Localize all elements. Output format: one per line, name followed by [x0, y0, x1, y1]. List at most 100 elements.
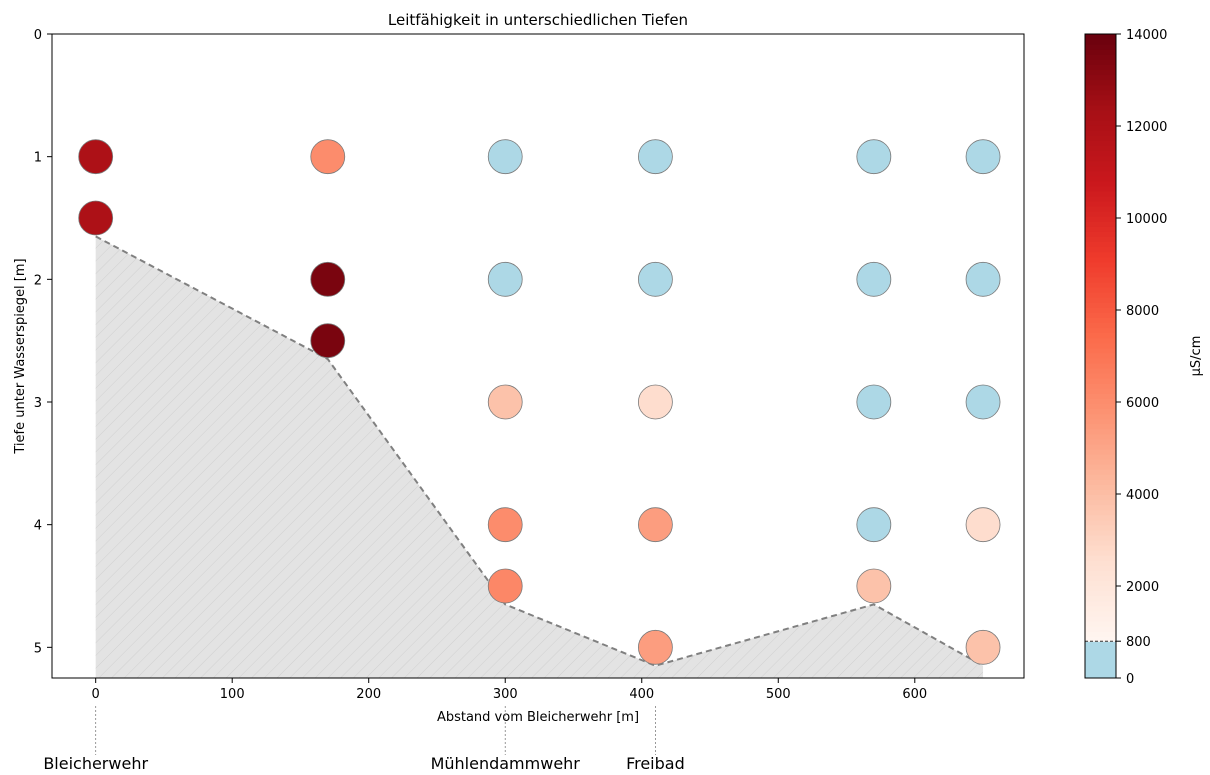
y-tick-label: 5	[34, 641, 42, 656]
colorbar-segment	[1085, 89, 1116, 96]
colorbar-segment	[1085, 287, 1116, 293]
colorbar-segment	[1085, 342, 1116, 349]
colorbar-segment	[1085, 565, 1116, 571]
colorbar-tick-label: 10000	[1126, 212, 1167, 227]
x-tick-label: 200	[356, 687, 381, 702]
colorbar-segment	[1085, 418, 1116, 425]
x-tick-label: 400	[629, 687, 654, 702]
colorbar-segment	[1085, 180, 1116, 187]
colorbar-segment	[1085, 49, 1116, 55]
colorbar-segment	[1085, 413, 1116, 420]
colorbar-segment	[1085, 302, 1116, 308]
x-axis-label: Abstand vom Bleicherwehr [m]	[437, 710, 639, 725]
colorbar-segment	[1085, 145, 1116, 151]
colorbar-segment	[1085, 44, 1116, 50]
colorbar-segment	[1085, 307, 1116, 313]
colorbar-segment	[1085, 241, 1116, 248]
x-tick-label: 300	[493, 687, 518, 702]
data-point	[310, 323, 346, 359]
colorbar-segment	[1085, 54, 1116, 60]
colorbar-segment	[1085, 620, 1116, 627]
colorbar-segment	[1085, 140, 1116, 146]
colorbar-segment	[1085, 120, 1116, 126]
colorbar-segment	[1085, 251, 1116, 258]
colorbar-segment	[1085, 104, 1116, 111]
colorbar-segment	[1085, 393, 1116, 399]
colorbar-segment	[1085, 464, 1116, 470]
colorbar-segment	[1085, 459, 1116, 465]
colorbar-segment	[1085, 337, 1116, 344]
colorbar-segment	[1085, 34, 1116, 40]
data-point	[78, 200, 114, 236]
colorbar-segment	[1085, 514, 1116, 521]
colorbar-tick-label: 2000	[1126, 580, 1159, 595]
x-tick-label: 100	[220, 687, 245, 702]
colorbar-segment	[1085, 610, 1116, 617]
colorbar-segment	[1085, 175, 1116, 182]
colorbar-segment	[1085, 281, 1116, 288]
colorbar-segment	[1085, 448, 1116, 455]
colorbar-segment	[1085, 469, 1116, 475]
colorbar-segment	[1085, 484, 1116, 490]
colorbar-segment	[1085, 125, 1116, 131]
riverbed-profile	[95, 235, 984, 678]
x-tick-label: 500	[766, 687, 791, 702]
colorbar-segment	[1085, 398, 1116, 404]
y-axis-ticks: 0 1 2 3 4 5	[34, 28, 52, 656]
colorbar-segment	[1085, 443, 1116, 450]
colorbar-segment	[1085, 636, 1116, 642]
colorbar-tick-label: 4000	[1126, 488, 1159, 503]
colorbar-segment	[1085, 195, 1116, 202]
colorbar-segment	[1085, 408, 1116, 415]
colorbar-segment	[1085, 524, 1116, 531]
location-markers: Bleicherwehr Mühlendammwehr Freibad	[43, 706, 685, 773]
data-point	[965, 629, 1001, 665]
colorbar-segment	[1085, 185, 1116, 192]
y-tick-label: 3	[34, 396, 42, 411]
colorbar: 0 800 2000 4000 6000 8000 10000 12000 14000	[1084, 28, 1167, 687]
data-point	[487, 139, 523, 175]
colorbar-segment	[1085, 79, 1116, 86]
data-point	[965, 261, 1001, 297]
colorbar-segment	[1085, 206, 1116, 212]
colorbar-segment	[1085, 94, 1116, 101]
colorbar-segment	[1085, 246, 1116, 253]
colorbar-segment	[1085, 519, 1116, 526]
colorbar-segment	[1085, 615, 1116, 622]
colorbar-segment	[1085, 261, 1116, 268]
colorbar-segment	[1085, 560, 1116, 566]
colorbar-segment	[1085, 626, 1116, 632]
colorbar-segment	[1085, 600, 1116, 607]
colorbar-segment	[1085, 200, 1116, 207]
colorbar-segment	[1085, 69, 1116, 76]
x-axis-ticks: 0 100 200 300 400 500 600	[92, 678, 927, 702]
colorbar-segment	[1085, 332, 1116, 339]
colorbar-segment	[1085, 297, 1116, 303]
colorbar-segment	[1085, 474, 1116, 480]
colorbar-segment	[1085, 367, 1116, 374]
data-point	[638, 507, 673, 543]
data-point	[78, 139, 114, 175]
colorbar-below-threshold	[1085, 641, 1116, 678]
colorbar-segment	[1085, 494, 1116, 501]
colorbar-segment	[1085, 190, 1116, 197]
colorbar-segment	[1085, 256, 1116, 263]
colorbar-segment	[1085, 545, 1116, 551]
colorbar-segment	[1085, 130, 1116, 136]
data-point	[638, 261, 673, 297]
colorbar-segment	[1085, 423, 1116, 430]
colorbar-segment	[1085, 362, 1116, 369]
data-point	[965, 384, 1001, 420]
colorbar-segment	[1085, 276, 1116, 283]
colorbar-segment	[1085, 327, 1116, 334]
colorbar-segment	[1085, 453, 1116, 460]
data-point	[965, 507, 1001, 543]
riverbed-line	[95, 235, 984, 667]
colorbar-segment	[1085, 595, 1116, 602]
colorbar-segment	[1085, 352, 1116, 359]
colorbar-segment	[1085, 489, 1116, 496]
colorbar-segment	[1085, 438, 1116, 445]
colorbar-segment	[1085, 150, 1116, 157]
colorbar-segment	[1085, 135, 1116, 141]
